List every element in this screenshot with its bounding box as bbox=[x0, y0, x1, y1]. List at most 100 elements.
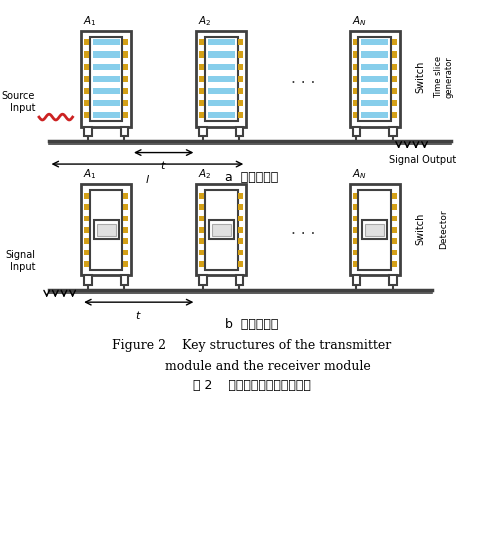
Bar bbox=[84, 52, 89, 58]
Bar bbox=[123, 227, 128, 232]
Text: 图 2    光发射模块和光接收模块: 图 2 光发射模块和光接收模块 bbox=[193, 379, 311, 392]
Bar bbox=[84, 76, 89, 82]
Text: a  光发射模块: a 光发射模块 bbox=[225, 171, 279, 184]
Bar bbox=[208, 76, 235, 82]
Bar bbox=[239, 227, 243, 232]
Bar bbox=[199, 88, 204, 94]
Bar bbox=[93, 112, 120, 118]
Bar bbox=[199, 227, 204, 232]
Bar bbox=[353, 204, 357, 210]
Bar bbox=[123, 215, 128, 221]
Bar bbox=[358, 190, 391, 270]
Bar bbox=[84, 204, 89, 210]
Bar bbox=[199, 261, 204, 267]
Bar bbox=[239, 112, 243, 118]
Bar bbox=[361, 76, 388, 82]
Bar bbox=[199, 39, 204, 45]
Bar bbox=[239, 76, 243, 82]
Bar bbox=[94, 220, 119, 239]
Bar bbox=[239, 52, 243, 58]
Bar bbox=[123, 238, 128, 244]
Bar bbox=[199, 204, 204, 210]
Bar bbox=[362, 220, 387, 239]
Bar bbox=[205, 190, 238, 270]
Bar bbox=[84, 127, 92, 136]
Text: Figure 2    Key structures of the transmitter
        module and the receiver mo: Figure 2 Key structures of the transmitt… bbox=[112, 339, 392, 373]
Bar bbox=[350, 184, 400, 275]
Text: . . .: . . . bbox=[290, 222, 315, 237]
Bar bbox=[361, 112, 388, 118]
Bar bbox=[389, 127, 397, 136]
Text: . . .: . . . bbox=[290, 71, 315, 86]
Bar bbox=[209, 220, 234, 239]
Text: $t$: $t$ bbox=[160, 159, 167, 172]
Bar bbox=[208, 112, 235, 118]
Bar bbox=[392, 250, 397, 255]
Bar bbox=[90, 37, 122, 121]
Bar bbox=[123, 100, 128, 106]
Bar bbox=[81, 31, 131, 127]
Bar bbox=[392, 238, 397, 244]
Bar bbox=[353, 261, 357, 267]
Bar bbox=[93, 76, 120, 82]
Bar bbox=[353, 275, 360, 285]
Bar bbox=[84, 250, 89, 255]
Bar bbox=[350, 31, 400, 127]
Bar bbox=[123, 52, 128, 58]
Bar bbox=[84, 227, 89, 232]
Bar bbox=[392, 88, 397, 94]
Bar bbox=[84, 64, 89, 70]
Bar bbox=[392, 52, 397, 58]
Bar bbox=[199, 127, 207, 136]
Bar bbox=[84, 215, 89, 221]
Text: $t$: $t$ bbox=[136, 309, 142, 321]
Bar bbox=[208, 88, 235, 94]
Bar bbox=[123, 39, 128, 45]
Bar bbox=[93, 88, 120, 94]
Bar bbox=[353, 88, 357, 94]
Bar bbox=[197, 31, 246, 127]
Bar bbox=[93, 64, 120, 70]
Bar bbox=[361, 52, 388, 58]
Bar bbox=[365, 224, 384, 236]
Bar bbox=[239, 193, 243, 198]
Text: $A_2$: $A_2$ bbox=[198, 14, 212, 28]
Bar bbox=[199, 215, 204, 221]
Bar bbox=[123, 261, 128, 267]
Bar bbox=[197, 184, 246, 275]
Bar bbox=[123, 112, 128, 118]
Bar bbox=[353, 127, 360, 136]
Bar bbox=[199, 250, 204, 255]
Bar bbox=[236, 127, 243, 136]
Bar bbox=[93, 100, 120, 106]
Text: b  光接收模块: b 光接收模块 bbox=[225, 317, 279, 330]
Bar bbox=[389, 275, 397, 285]
Bar bbox=[84, 275, 92, 285]
Bar bbox=[239, 204, 243, 210]
Bar bbox=[199, 76, 204, 82]
Bar bbox=[239, 100, 243, 106]
Bar bbox=[239, 250, 243, 255]
Bar bbox=[84, 100, 89, 106]
Text: Signal Output: Signal Output bbox=[389, 156, 456, 165]
Bar bbox=[123, 88, 128, 94]
Bar bbox=[208, 39, 235, 45]
Bar bbox=[84, 88, 89, 94]
Bar bbox=[239, 215, 243, 221]
Text: Detector: Detector bbox=[439, 209, 448, 249]
Bar bbox=[353, 100, 357, 106]
Bar bbox=[353, 76, 357, 82]
Bar bbox=[353, 227, 357, 232]
Bar bbox=[358, 37, 391, 121]
Bar bbox=[93, 52, 120, 58]
Bar bbox=[205, 37, 238, 121]
Text: $l$: $l$ bbox=[145, 173, 150, 185]
Bar bbox=[353, 250, 357, 255]
Bar bbox=[353, 64, 357, 70]
Text: Source
Input: Source Input bbox=[2, 91, 35, 112]
Bar bbox=[239, 261, 243, 267]
Bar bbox=[239, 88, 243, 94]
Text: $A_2$: $A_2$ bbox=[198, 168, 212, 181]
Bar bbox=[199, 193, 204, 198]
Text: $A_1$: $A_1$ bbox=[83, 14, 97, 28]
